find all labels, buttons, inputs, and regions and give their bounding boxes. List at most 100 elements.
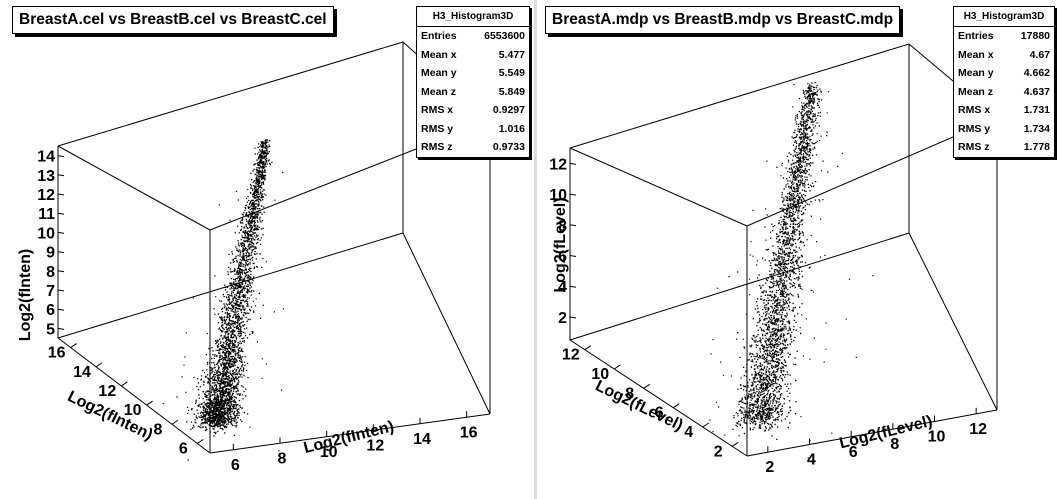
x-tick-label: 6 [849,444,858,461]
stats-value: 5.477 [498,48,525,61]
stats-label: RMS x [958,104,991,116]
z-tick [569,285,577,288]
stats-row: Mean z 5.849 [417,83,529,102]
stats-value: 4.67 [1029,48,1050,61]
z-tick-label: 12 [549,156,567,173]
y-tick-label: 10 [591,366,609,383]
stats-label: Mean y [958,67,994,79]
stats-label: RMS x [421,104,454,116]
x-axis-title: Log2(fLevel) [838,413,934,453]
z-tick-label: 8 [558,218,567,235]
stats-label: RMS z [421,141,453,153]
y-tick [95,362,103,368]
x-tick-label: 12 [969,421,987,438]
scatter3d-plot-right: 2 4 6 8 10 12 2 4 6 8 10 12 2 4 6 8 10 12 Log2(fLevel) Log2… [549,43,998,476]
y-tick-label: 10 [124,402,142,419]
y-tick [121,381,128,387]
x-tick-label: 4 [807,452,816,469]
stats-row: Mean z 4.637 [954,83,1054,102]
stats-row: Mean x 5.477 [417,46,529,65]
stats-value: 1.731 [1023,104,1050,116]
z-axis-title: Log2(fInten) [17,249,34,341]
stats-label: Mean x [958,48,994,61]
z-tick-label: 12 [37,187,55,204]
z-tick [569,162,577,165]
stats-row: Entries 6553600 [417,27,529,46]
stats-row: RMS y 1.016 [417,120,529,139]
z-tick-label: 10 [549,187,567,204]
stats-row: RMS x 0.9297 [417,101,529,120]
z-tick-label: 2 [558,310,567,327]
z-tick [57,231,65,234]
x-tick-label: 12 [366,437,384,454]
y-tick-label: 8 [154,421,163,438]
x-tick-label: 10 [320,444,338,461]
stats-row: Mean y 4.662 [954,64,1054,83]
box-edge [57,41,404,147]
y-tick-label: 8 [625,385,634,402]
x-tick-label: 16 [460,424,478,441]
z-tick [57,193,65,196]
z-tick-label: 9 [46,245,55,262]
z-tick-label: 11 [38,206,55,223]
y-tick [146,400,153,406]
stats-label: RMS y [958,122,991,135]
stats-label: RMS y [421,122,454,135]
z-tick-label: 10 [37,225,55,242]
z-tick [57,155,65,158]
y-tick [197,439,204,444]
histogram-pad-left: 5 6 7 8 9 10 11 12 13 14 6 8 10 12 14 16 6 8 10 12 14 16 Log2(… [12,6,530,474]
box-edge [57,145,211,231]
stats-row: RMS z 0.9733 [417,138,529,157]
y-tick [643,383,651,389]
y-tick-label: 12 [98,383,116,400]
z-tick-label: 14 [37,149,55,166]
y-tick-label: 6 [179,440,188,457]
stats-box-name: H3_Histogram3D [954,7,1054,27]
x-tick-label: 6 [231,457,240,474]
stats-row: RMS z 1.778 [954,138,1054,157]
y-tick [70,343,77,348]
x-tick-label: 8 [278,450,287,467]
x-tick-label: 14 [413,431,431,448]
y-tick-label: 16 [48,345,66,362]
y-tick [171,419,179,425]
z-tick [57,251,65,254]
stats-box-name: H3_Histogram3D [417,7,529,27]
stats-value: 5.549 [498,67,525,79]
box-edge [908,232,998,411]
box-edge [569,43,910,149]
y-tick-label: 4 [684,424,693,441]
y-tick-label: 6 [655,405,664,422]
y-tick-label: 12 [562,347,580,364]
z-tick-label: 7 [46,283,55,300]
stats-value: 6553600 [484,30,525,42]
y-tick [731,441,739,447]
z-tick-label: 6 [558,249,567,266]
stats-box-right: H3_Histogram3D Entries 17880 Mean x 4.67 Mea… [953,6,1055,158]
stats-label: Mean z [958,85,994,98]
z-tick [569,193,577,196]
box-edge [569,232,910,341]
box-edge [209,413,491,454]
data-point-cloud [162,139,284,461]
z-tick-label: 13 [37,168,55,185]
y-tick [613,364,621,370]
stats-label: Mean x [421,48,457,61]
y-tick-label: 14 [73,364,91,381]
box-edge [746,409,998,457]
stats-row: Entries 17880 [954,27,1054,46]
z-tick [569,255,577,258]
box-edge [57,337,211,454]
stats-value: 0.9733 [492,141,525,153]
box-edge [569,339,748,457]
stats-value: 1.734 [1023,122,1050,135]
pad-divider [534,0,537,499]
y-tick-label: 2 [714,443,723,460]
x-tick-label: 8 [890,436,899,453]
stats-row: RMS x 1.731 [954,101,1054,120]
stats-value: 1.016 [498,122,525,135]
stats-label: RMS z [958,141,990,153]
stats-value: 17880 [1020,30,1050,42]
